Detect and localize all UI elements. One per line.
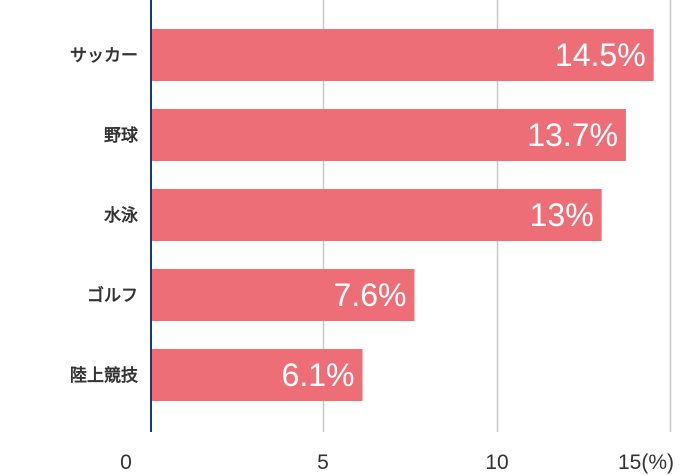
category-label-4: 陸上競技 [70,365,139,386]
x-tick-label-5: 5 [317,451,329,474]
bar-4 [151,349,363,401]
value-label-2: 13% [530,197,594,233]
x-tick-label-0: 0 [120,451,132,474]
x-axis-tick-labels: 0 5 10 15(%) [120,451,674,474]
bars [151,29,654,401]
bar-1 [151,109,626,161]
bar-2 [151,189,602,241]
category-label-2: 水泳 [104,205,139,226]
value-labels: 14.5% 13.7% 13% 7.6% 6.1% [282,37,646,393]
bar-3 [151,269,415,321]
x-tick-label-10: 10 [485,451,508,474]
bar-0 [151,29,654,81]
value-label-4: 6.1% [282,357,355,393]
x-tick-label-15: 15(%) [618,451,674,474]
category-label-3: ゴルフ [87,285,138,306]
value-label-1: 13.7% [527,117,618,153]
category-label-0: サッカー [70,46,138,66]
value-label-3: 7.6% [334,277,407,313]
category-label-1: 野球 [104,126,139,146]
value-label-0: 14.5% [555,37,646,73]
